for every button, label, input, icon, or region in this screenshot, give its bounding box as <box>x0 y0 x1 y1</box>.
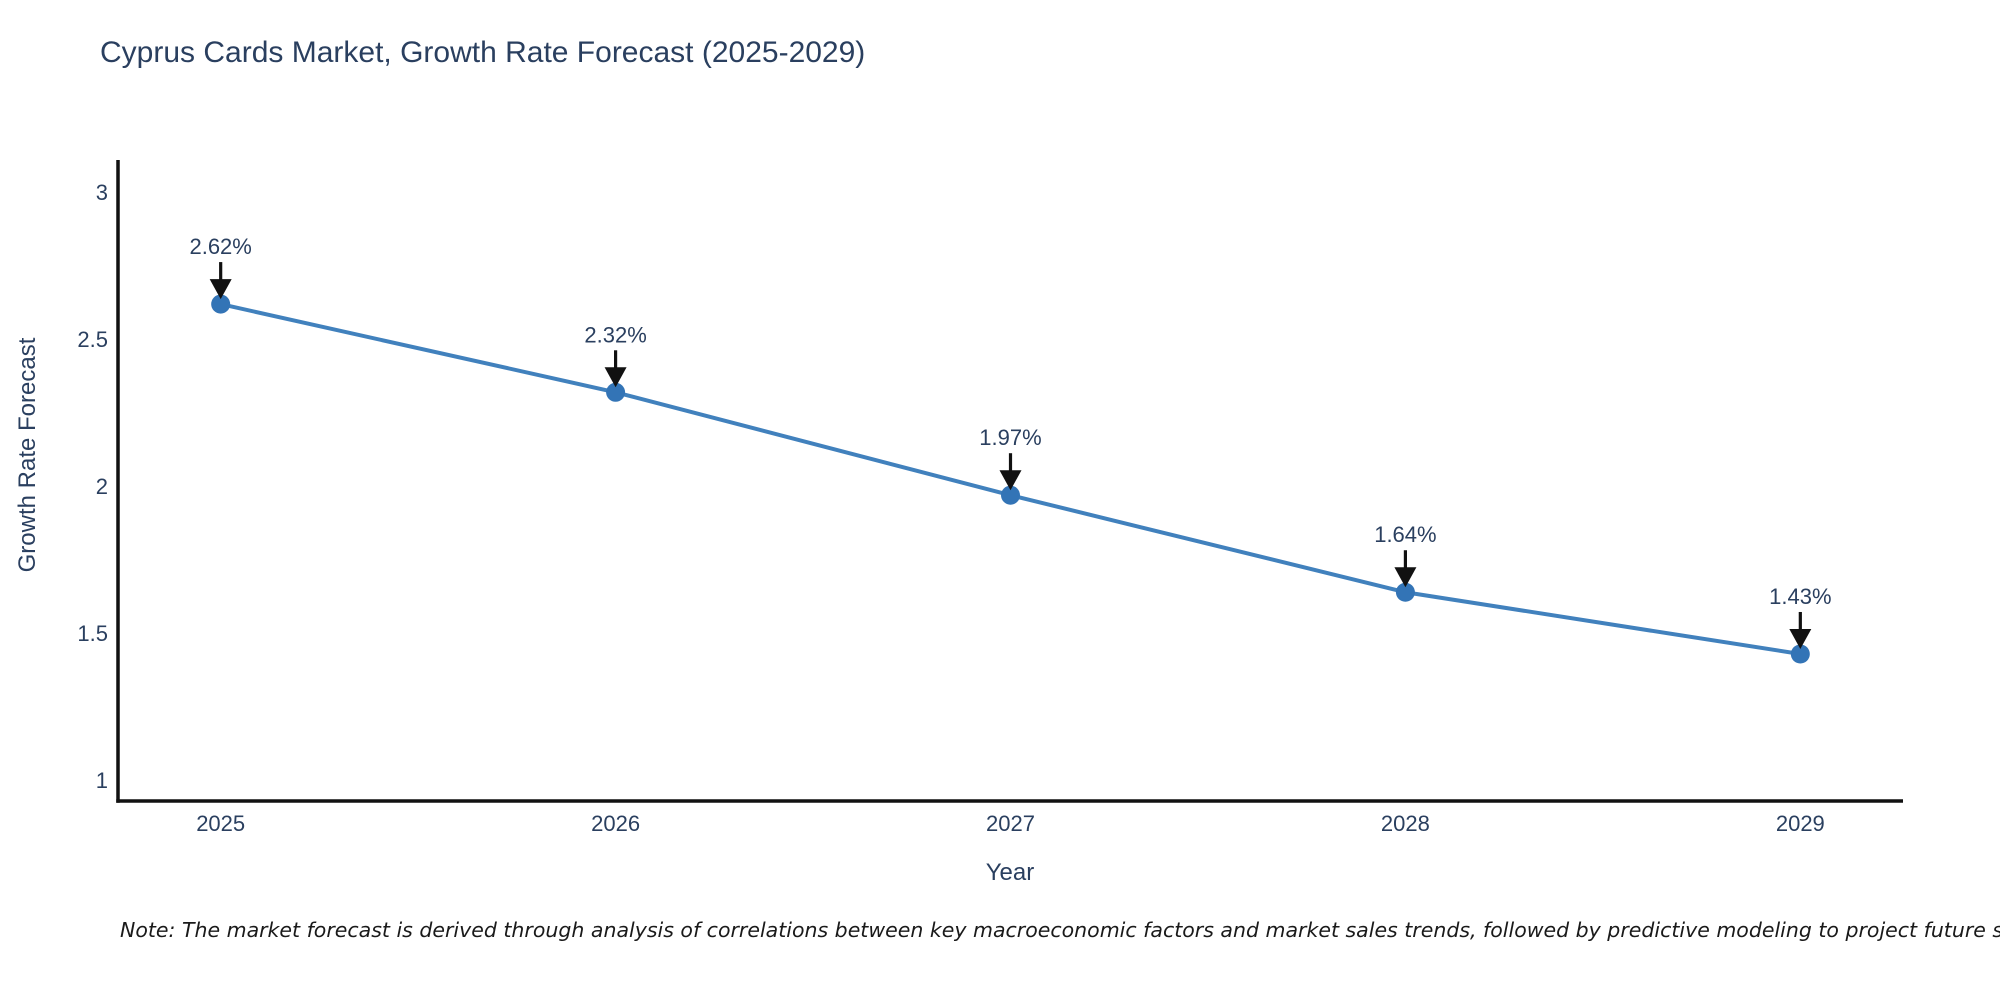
data-point-marker[interactable] <box>1395 582 1415 602</box>
annotation-label: 2.32% <box>584 322 646 347</box>
y-tick-label: 2.5 <box>77 327 108 352</box>
annotation-arrowhead-icon <box>604 367 627 388</box>
y-tick-label: 1.5 <box>77 621 108 646</box>
y-tick-label: 1 <box>96 768 108 793</box>
annotation-arrowhead-icon <box>999 470 1022 491</box>
annotation-label: 2.62% <box>189 234 251 259</box>
y-axis-title: Growth Rate Forecast <box>14 337 41 573</box>
chart-title: Cyprus Cards Market, Growth Rate Forecas… <box>100 36 866 69</box>
data-point-marker[interactable] <box>1001 485 1020 505</box>
x-tick-label: 2028 <box>1381 811 1430 836</box>
x-tick-label: 2029 <box>1776 811 1825 836</box>
x-tick-label: 2025 <box>196 811 245 836</box>
footnote-text: Note: The market forecast is derived thr… <box>120 918 2000 942</box>
data-point-marker[interactable] <box>1790 644 1810 664</box>
annotation-arrowhead-icon <box>1394 567 1417 588</box>
data-point-marker[interactable] <box>211 294 231 314</box>
x-tick-label: 2027 <box>986 811 1035 836</box>
y-tick-label: 3 <box>96 180 108 205</box>
y-tick-label: 2 <box>96 474 108 499</box>
x-tick-label: 2026 <box>591 811 640 836</box>
annotation-label: 1.64% <box>1374 522 1436 547</box>
x-axis-title: Year <box>985 859 1035 886</box>
annotation-label: 1.43% <box>1769 584 1831 609</box>
annotation-label: 1.97% <box>979 425 1041 450</box>
annotation-arrowhead-icon <box>1789 628 1812 649</box>
annotation-arrowhead-icon <box>209 279 232 300</box>
data-point-marker[interactable] <box>606 382 626 402</box>
